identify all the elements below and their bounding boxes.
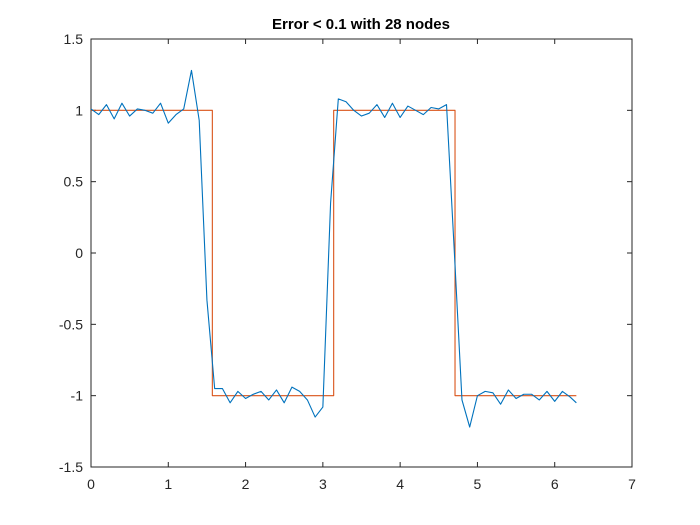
y-tick-label: -1 [71, 388, 84, 404]
y-tick-label: 1.5 [64, 31, 84, 47]
square-wave-series-line [91, 109, 577, 397]
series-layer [90, 69, 577, 428]
axis-ticks [90, 38, 633, 468]
axis-tick-labels: 0 1 2 3 4 5 6 7 -1.5 -1 -0.5 0 0.5 1 1.5 [59, 31, 636, 492]
plot-area [90, 38, 633, 468]
x-tick-label: 3 [319, 476, 327, 492]
x-tick-label: 2 [242, 476, 250, 492]
chart-title: Error < 0.1 with 28 nodes [272, 16, 450, 33]
x-tick-label: 6 [551, 476, 559, 492]
y-tick-label: 1 [75, 102, 83, 118]
x-tick-label: 5 [474, 476, 482, 492]
y-tick-label: 0.5 [64, 174, 84, 190]
x-tick-label: 4 [396, 476, 404, 492]
y-tick-label: -0.5 [59, 316, 83, 332]
x-tick-label: 1 [164, 476, 172, 492]
x-tick-label: 7 [628, 476, 636, 492]
y-tick-label: 0 [75, 245, 83, 261]
y-tick-label: -1.5 [59, 459, 83, 475]
approximation-series-line [90, 69, 577, 428]
x-tick-label: 0 [87, 476, 95, 492]
